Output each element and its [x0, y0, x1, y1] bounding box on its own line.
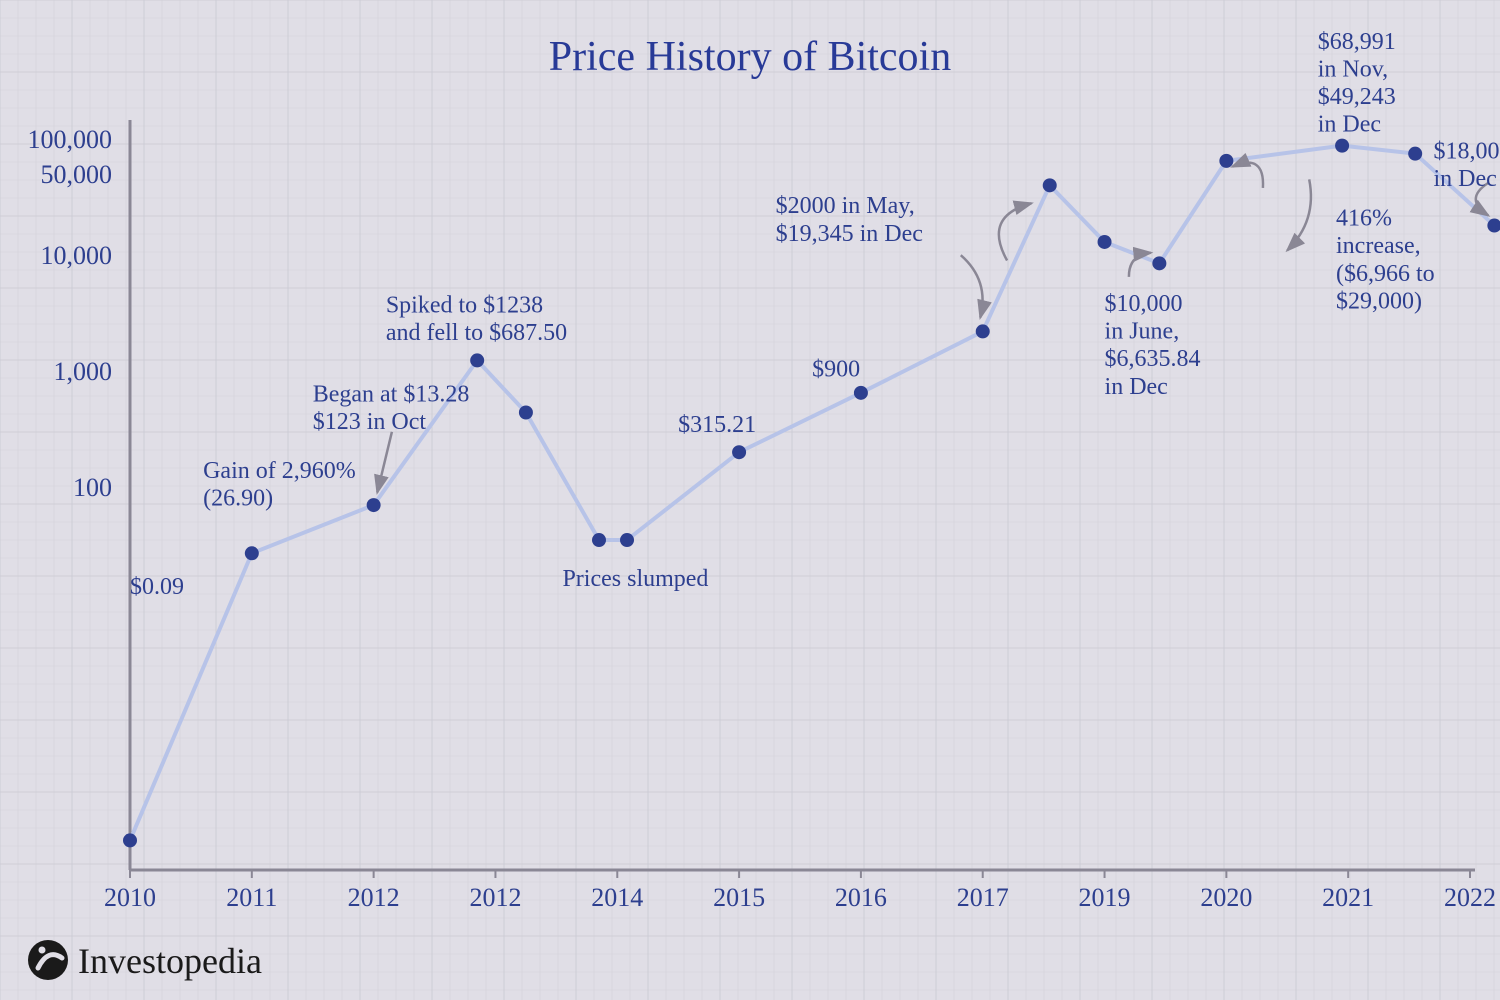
annotation-label: $315.21: [678, 412, 756, 438]
y-tick-label: 100,000: [28, 125, 113, 154]
x-tick-label: 2015: [713, 883, 765, 912]
chart-title: Price History of Bitcoin: [549, 34, 951, 80]
annotation-label: Prices slumped: [562, 566, 708, 592]
annotation-label: $2000 in May,$19,345 in Dec: [776, 193, 923, 247]
y-tick-label: 50,000: [41, 160, 113, 189]
annotation-label: $900: [812, 356, 860, 382]
data-point: [1152, 256, 1166, 270]
x-tick-label: 2020: [1200, 883, 1252, 912]
x-tick-label: 2010: [104, 883, 156, 912]
x-tick-label: 2022: [1444, 883, 1496, 912]
data-point: [1408, 147, 1422, 161]
data-point: [1098, 235, 1112, 249]
data-point: [123, 833, 137, 847]
x-tick-label: 2012: [348, 883, 400, 912]
data-point: [470, 353, 484, 367]
data-point: [1335, 139, 1349, 153]
branding-text: Investopedia: [78, 941, 262, 981]
x-tick-label: 2021: [1322, 883, 1374, 912]
data-point: [245, 546, 259, 560]
x-tick-label: 2012: [469, 883, 521, 912]
data-point: [1219, 154, 1233, 168]
chart-container: 100 1,000 10,000 50,000 100,000 2010 2011 2012 2…: [0, 0, 1500, 1000]
x-tick-label: 2019: [1079, 883, 1131, 912]
annotation-label: Spiked to $1238and fell to $687.50: [386, 293, 567, 347]
y-tick-label: 100: [73, 473, 112, 502]
data-point: [854, 386, 868, 400]
data-point: [732, 445, 746, 459]
x-tick-label: 2011: [226, 883, 277, 912]
data-point: [592, 533, 606, 547]
y-tick-label: 1,000: [54, 357, 113, 386]
x-tick-label: 2017: [957, 883, 1009, 912]
y-tick-label: 10,000: [41, 241, 113, 270]
annotation-label: $18,000in Dec: [1433, 139, 1500, 193]
annotation-label: $0.09: [130, 574, 184, 600]
data-point: [1043, 178, 1057, 192]
price-history-chart: 100 1,000 10,000 50,000 100,000 2010 2011 2012 2…: [0, 0, 1500, 1000]
data-point: [367, 498, 381, 512]
data-point: [976, 324, 990, 338]
data-point: [519, 406, 533, 420]
x-tick-label: 2014: [591, 883, 643, 912]
x-tick-label: 2016: [835, 883, 887, 912]
data-point: [620, 533, 634, 547]
